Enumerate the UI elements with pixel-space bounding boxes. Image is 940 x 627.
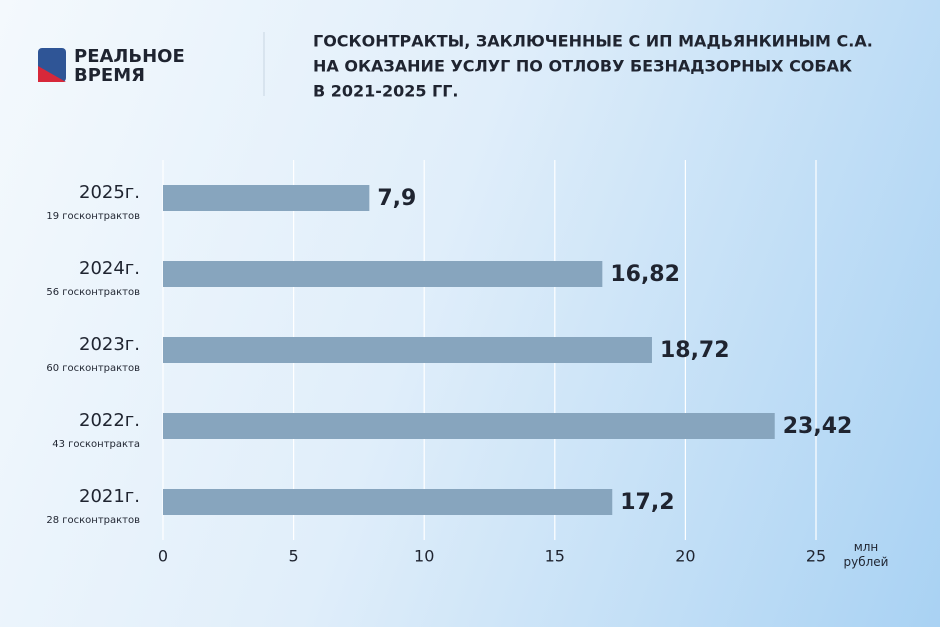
- logo-text: ВРЕМЯ: [74, 65, 145, 86]
- category-note: 28 госконтрактов: [46, 515, 140, 526]
- value-label: 16,82: [610, 262, 680, 287]
- category-label: 2022г.: [79, 410, 140, 431]
- category-label: 2025г.: [79, 182, 140, 203]
- category-note: 19 госконтрактов: [46, 211, 140, 222]
- category-note: 43 госконтракта: [52, 439, 140, 450]
- logo-icon-accent: [38, 66, 66, 82]
- chart-title: ГОСКОНТРАКТЫ, ЗАКЛЮЧЕННЫЕ С ИП МАДЬЯНКИН…: [313, 32, 873, 51]
- value-label: 17,2: [620, 490, 674, 515]
- value-label: 18,72: [660, 338, 730, 363]
- category-note: 60 госконтрактов: [46, 363, 140, 374]
- x-tick-label: 0: [158, 547, 168, 566]
- category-label: 2021г.: [79, 486, 140, 507]
- logo-text: РЕАЛЬНОЕ: [74, 46, 185, 67]
- bar: [163, 413, 775, 439]
- chart-title: В 2021-2025 ГГ.: [313, 82, 459, 101]
- bar: [163, 489, 613, 515]
- value-label: 23,42: [783, 414, 853, 439]
- chart-title: НА ОКАЗАНИЕ УСЛУГ ПО ОТЛОВУ БЕЗНАДЗОРНЫХ…: [313, 57, 852, 76]
- bar: [163, 185, 370, 211]
- x-tick-label: 25: [806, 547, 826, 566]
- bar: [163, 261, 603, 287]
- x-axis-label: млн рублей: [843, 540, 889, 569]
- bar: [163, 337, 652, 363]
- x-tick-label: 20: [675, 547, 695, 566]
- x-tick-label: 15: [545, 547, 565, 566]
- x-tick-label: 5: [289, 547, 299, 566]
- category-label: 2023г.: [79, 334, 140, 355]
- category-note: 56 госконтрактов: [46, 287, 140, 298]
- x-tick-label: 10: [414, 547, 434, 566]
- category-label: 2024г.: [79, 258, 140, 279]
- value-label: 7,9: [377, 186, 416, 211]
